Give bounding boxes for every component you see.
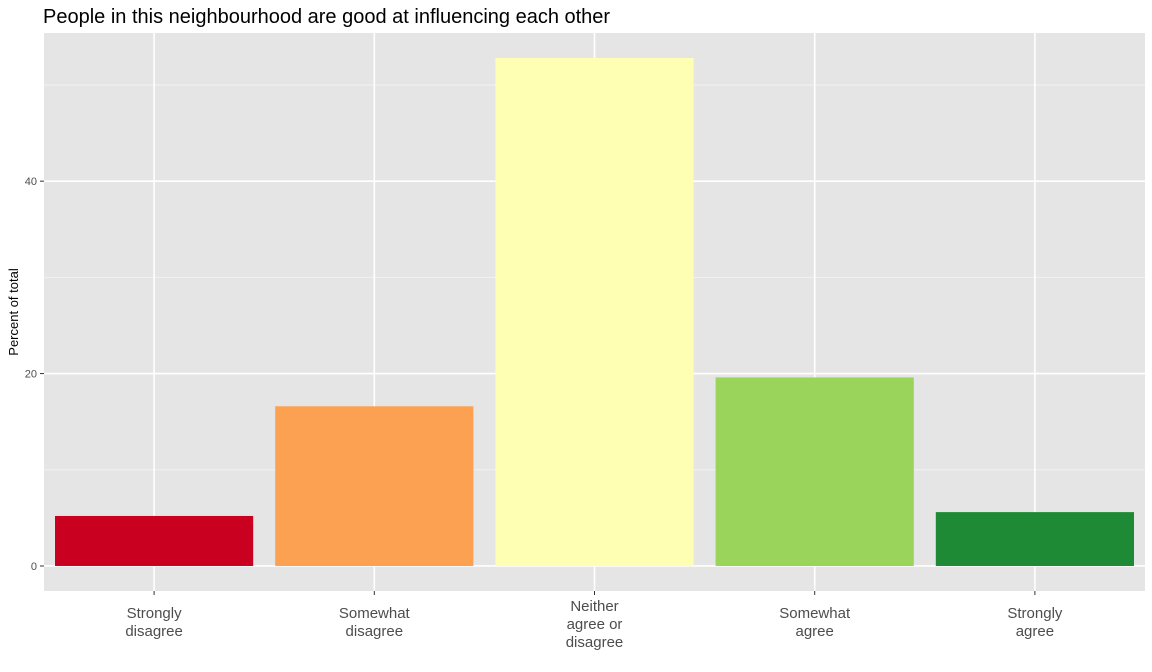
x-tick-label: Strongly bbox=[127, 605, 183, 622]
x-tick-label: Strongly bbox=[1007, 605, 1063, 622]
bar bbox=[55, 515, 254, 566]
x-tick-label: disagree bbox=[566, 634, 624, 651]
x-tick-label: disagree bbox=[346, 623, 404, 640]
x-tick-label: disagree bbox=[125, 623, 183, 640]
y-tick-label: 0 bbox=[31, 561, 37, 573]
x-tick-label: agree bbox=[796, 623, 834, 640]
x-tick-label: Somewhat bbox=[339, 605, 411, 622]
bar bbox=[495, 58, 694, 566]
x-tick-label: Neither bbox=[570, 598, 618, 615]
y-axis: 0 20 40 bbox=[25, 176, 44, 573]
y-axis-label: Percent of total bbox=[6, 268, 21, 356]
x-tick-label: Somewhat bbox=[779, 605, 851, 622]
bar bbox=[275, 406, 474, 566]
x-tick-label: agree or bbox=[567, 616, 623, 633]
bar bbox=[715, 377, 914, 566]
bar bbox=[935, 512, 1134, 566]
y-tick-label: 20 bbox=[25, 369, 37, 381]
x-tick-label: agree bbox=[1016, 623, 1054, 640]
y-tick-label: 40 bbox=[25, 176, 37, 188]
x-axis: StronglydisagreeSomewhatdisagreeNeithera… bbox=[125, 591, 1063, 651]
bars bbox=[55, 58, 1134, 566]
chart-title: People in this neighbourhood are good at… bbox=[43, 6, 610, 28]
